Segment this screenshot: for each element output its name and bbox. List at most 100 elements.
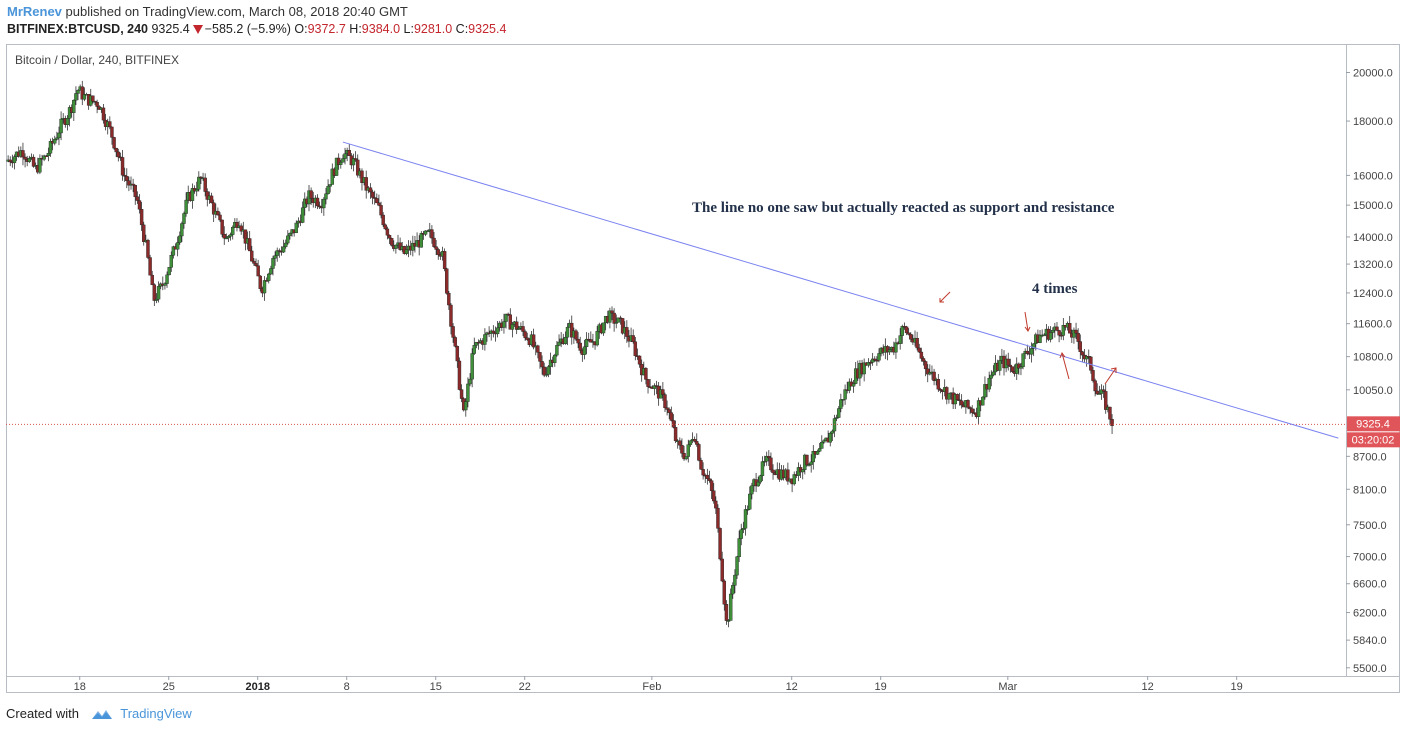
chart-area[interactable]: 20000.0 18000.0 16000.0 15000.0 14000.0 13200…	[6, 44, 1400, 693]
candle-body	[987, 377, 991, 390]
candle-body	[377, 202, 381, 206]
candle-body	[283, 242, 288, 248]
candle-body	[815, 451, 820, 455]
candle-body	[862, 362, 866, 375]
candle-body	[108, 121, 112, 128]
trend-line-layer[interactable]	[342, 141, 1339, 439]
candle-body	[671, 420, 676, 428]
candle-body	[434, 246, 438, 250]
candle-body	[262, 280, 267, 294]
candle-body	[737, 538, 741, 558]
candle-body	[663, 394, 667, 408]
arrow-icon[interactable]	[939, 291, 951, 303]
candle-body	[165, 274, 169, 284]
annotation-support-resistance[interactable]: The line no one saw but actually reacted…	[692, 200, 1115, 216]
candle-body	[1042, 334, 1046, 337]
candle-body	[697, 444, 701, 461]
candle-body	[264, 280, 269, 282]
candle-body	[360, 170, 364, 183]
candle-body	[1051, 330, 1055, 333]
candle-body	[411, 242, 415, 251]
candle-body	[351, 158, 356, 166]
annotation-four-times[interactable]: 4 times	[1032, 281, 1078, 297]
candle-body	[152, 284, 157, 301]
candle-body	[163, 283, 167, 286]
candle-body	[294, 222, 298, 234]
candle-body	[1084, 356, 1089, 360]
candle-body	[866, 362, 871, 366]
candle-body	[156, 286, 161, 300]
candle-body	[38, 158, 42, 173]
candle-body	[184, 199, 188, 214]
price-tick-label: 6200.0	[1353, 608, 1387, 620]
candle-body	[247, 238, 252, 252]
candle-body	[565, 326, 570, 338]
arrow-icon[interactable]	[1024, 311, 1031, 332]
candle-body	[595, 331, 599, 346]
candle-body	[932, 371, 936, 382]
tradingview-logo-icon[interactable]	[91, 708, 113, 723]
close-label: C:	[455, 22, 469, 36]
candle-body	[135, 196, 140, 201]
candle-body	[904, 326, 909, 334]
candle-body	[31, 156, 36, 167]
candle-body	[631, 335, 635, 343]
candle-body	[612, 312, 616, 324]
arrow-icon[interactable]	[1104, 367, 1117, 385]
candle-body	[538, 352, 542, 362]
price-tick-label: 13200.0	[1353, 259, 1393, 271]
candle-body	[341, 158, 345, 163]
price-chart[interactable]: 20000.0 18000.0 16000.0 15000.0 14000.0 13200…	[6, 44, 1400, 693]
candle-body	[281, 246, 286, 253]
candle-body	[474, 341, 479, 346]
last-price-tag	[1347, 416, 1400, 432]
candle-body	[309, 190, 313, 199]
candle-body	[131, 183, 135, 186]
time-tick-label: 25	[163, 681, 175, 693]
candle-body	[322, 198, 326, 209]
candle-body	[1010, 366, 1015, 372]
candle-body	[385, 228, 390, 236]
candle-body	[510, 324, 515, 330]
candle-body	[1099, 389, 1104, 394]
candle-body	[1072, 329, 1076, 338]
candle-body	[250, 250, 254, 262]
candle-body	[508, 314, 513, 330]
price-change: −585.2 (−5.9%)	[204, 22, 291, 36]
candle-body	[468, 378, 472, 385]
open-value: 9372.7	[307, 22, 346, 36]
candle-body	[419, 233, 424, 248]
candle-body	[1097, 393, 1102, 395]
author-link[interactable]: MrRenev	[7, 4, 62, 19]
candle-body	[254, 263, 258, 266]
candle-body	[114, 147, 118, 153]
time-axis: 18 25 2018 8 15 22 Feb 12 19 Mar 12 19	[74, 676, 1243, 693]
candle-body	[122, 174, 127, 177]
candle-body	[758, 475, 763, 483]
countdown-label: 03:20:02	[1352, 434, 1395, 446]
time-tick-label: 22	[519, 681, 531, 693]
candle-body	[764, 455, 769, 462]
candle-body	[169, 255, 173, 268]
high-label: H:	[349, 22, 362, 36]
candle-body	[981, 396, 985, 406]
ohlc-legend: BITFINEX:BTCUSD, 240 9325.4 −585.2 (−5.9%…	[7, 22, 506, 36]
candle-body	[1080, 351, 1085, 356]
candle-body	[267, 273, 271, 281]
trend-line[interactable]	[342, 141, 1339, 439]
candle-body	[91, 95, 95, 102]
candle-body	[300, 207, 305, 223]
candle-body	[667, 409, 671, 413]
candle-body	[334, 157, 339, 176]
candle-body	[976, 400, 981, 417]
time-tick-label: Mar	[998, 681, 1017, 693]
candle-body	[252, 260, 256, 264]
arrow-icon[interactable]	[1059, 351, 1070, 380]
candle-body	[616, 317, 621, 323]
candle-body	[216, 210, 220, 216]
tradingview-brand-link[interactable]: TradingView	[120, 706, 192, 721]
low-value: 9281.0	[413, 22, 453, 36]
candle-body	[828, 432, 832, 443]
candle-body	[646, 379, 650, 387]
countdown-tag	[1347, 432, 1400, 448]
